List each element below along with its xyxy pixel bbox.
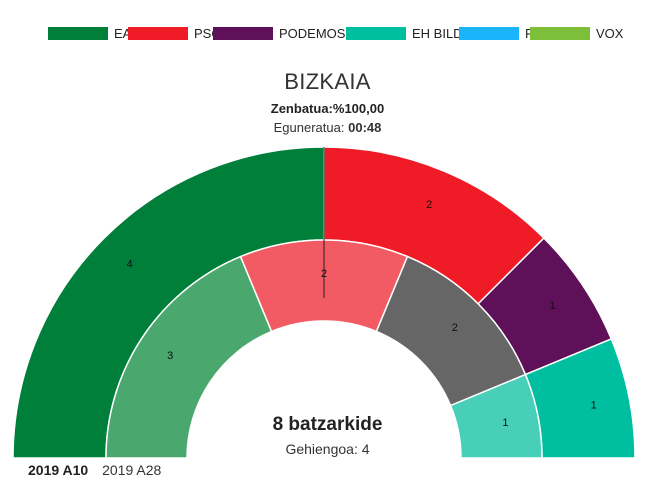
legend-item-eh-bildu[interactable]: EH BILDU — [346, 24, 472, 42]
counted-line: Zenbatua:%100,00 — [0, 101, 655, 116]
legend-item-podemos-iu[interactable]: PODEMOS-IU — [213, 24, 363, 42]
updated-line: Eguneratua: 00:48 — [0, 120, 655, 135]
year-option-2019-a10[interactable]: 2019 A10 — [28, 462, 89, 478]
slice-value-label: 1 — [502, 417, 508, 429]
chart-title: BIZKAIA — [284, 69, 371, 94]
legend-label: PODEMOS-IU — [279, 25, 363, 41]
legend-label: VOX — [596, 25, 624, 41]
legend-swatch — [530, 26, 590, 40]
legend-swatch — [459, 26, 519, 40]
slice-value-label: 4 — [126, 259, 132, 271]
slice-value-label: 1 — [591, 399, 597, 411]
slice-value-label: 3 — [167, 350, 173, 362]
updated-label: Eguneratua: — [273, 120, 345, 135]
legend-swatch — [48, 26, 108, 40]
legend: EAJ PSOE PODEMOS-IU EH BILDU PP VOX — [0, 22, 655, 44]
legend-swatch — [346, 26, 406, 40]
slice-value-label: 2 — [426, 199, 432, 211]
counted-label: Zenbatua: — [270, 101, 333, 116]
slice-value-label: 2 — [452, 322, 458, 334]
updated-value: 00:48 — [348, 120, 382, 135]
legend-label: EH BILDU — [412, 25, 472, 41]
slice-value-label: 1 — [550, 300, 556, 312]
year-option-2019-a28[interactable]: 2019 A28 — [102, 462, 162, 478]
legend-swatch — [213, 26, 273, 40]
legend-swatch — [128, 26, 188, 40]
majority-text: Gehiengoa: 4 — [285, 441, 370, 457]
counted-value: %100,00 — [332, 101, 385, 116]
seat-total: 8 batzarkide — [272, 414, 383, 435]
slice-inner-eh-bildu[interactable] — [449, 373, 543, 459]
year-selector: 2019 A10 2019 A28 — [28, 462, 171, 478]
legend-item-vox[interactable]: VOX — [530, 24, 623, 42]
